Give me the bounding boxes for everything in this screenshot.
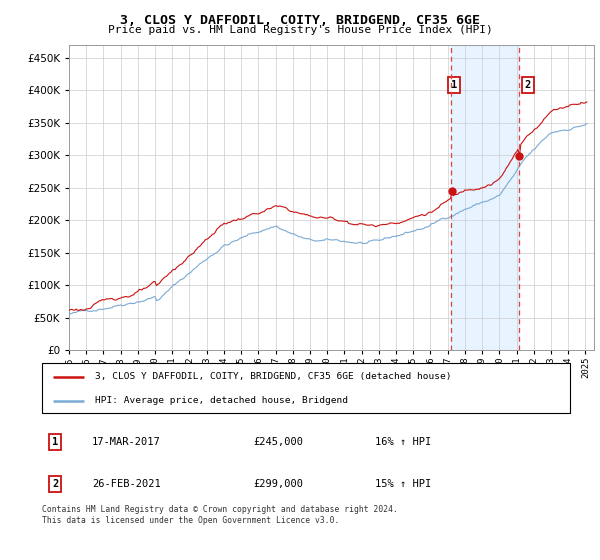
Text: 1: 1 xyxy=(451,80,457,90)
Text: Price paid vs. HM Land Registry's House Price Index (HPI): Price paid vs. HM Land Registry's House … xyxy=(107,25,493,35)
Text: 1: 1 xyxy=(52,437,58,447)
Text: 2: 2 xyxy=(524,80,531,90)
Text: 17-MAR-2017: 17-MAR-2017 xyxy=(92,437,161,447)
Text: 2: 2 xyxy=(52,479,58,489)
Text: 3, CLOS Y DAFFODIL, COITY, BRIDGEND, CF35 6GE (detached house): 3, CLOS Y DAFFODIL, COITY, BRIDGEND, CF3… xyxy=(95,372,451,381)
Text: Contains HM Land Registry data © Crown copyright and database right 2024.
This d: Contains HM Land Registry data © Crown c… xyxy=(42,505,398,525)
Text: 16% ↑ HPI: 16% ↑ HPI xyxy=(374,437,431,447)
Text: 15% ↑ HPI: 15% ↑ HPI xyxy=(374,479,431,489)
Text: 26-FEB-2021: 26-FEB-2021 xyxy=(92,479,161,489)
Text: HPI: Average price, detached house, Bridgend: HPI: Average price, detached house, Brid… xyxy=(95,396,348,405)
FancyBboxPatch shape xyxy=(42,363,570,413)
Text: 3, CLOS Y DAFFODIL, COITY, BRIDGEND, CF35 6GE: 3, CLOS Y DAFFODIL, COITY, BRIDGEND, CF3… xyxy=(120,14,480,27)
Text: £245,000: £245,000 xyxy=(253,437,303,447)
Text: £299,000: £299,000 xyxy=(253,479,303,489)
Bar xyxy=(451,45,519,350)
